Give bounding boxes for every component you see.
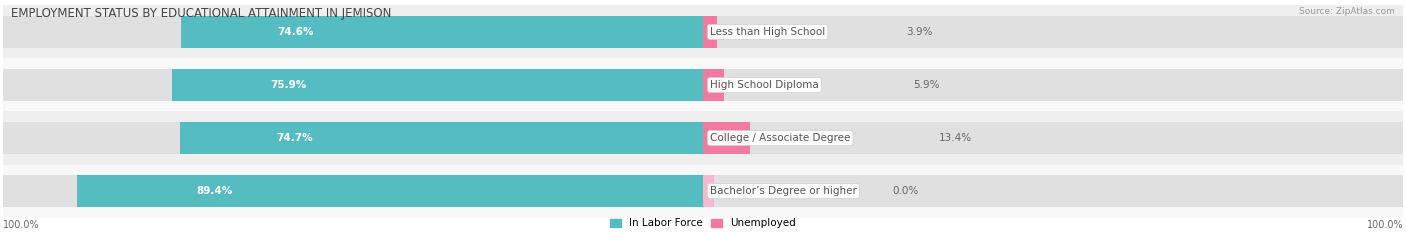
- Bar: [3, 16, 1403, 48]
- Text: College / Associate Degree: College / Associate Degree: [710, 133, 851, 143]
- Bar: [180, 16, 703, 48]
- Bar: [77, 175, 703, 208]
- Bar: [703, 16, 717, 48]
- Text: 74.7%: 74.7%: [277, 133, 314, 143]
- Legend: In Labor Force, Unemployed: In Labor Force, Unemployed: [606, 214, 800, 232]
- Text: 74.6%: 74.6%: [277, 27, 314, 37]
- Bar: [3, 122, 1403, 154]
- Text: Source: ZipAtlas.com: Source: ZipAtlas.com: [1299, 7, 1395, 16]
- Bar: [703, 175, 714, 208]
- Bar: [703, 69, 724, 101]
- Bar: [3, 112, 1403, 164]
- Text: 0.0%: 0.0%: [891, 186, 918, 196]
- Text: High School Diploma: High School Diploma: [710, 80, 818, 90]
- Text: 75.9%: 75.9%: [270, 80, 307, 90]
- Bar: [3, 5, 1403, 58]
- Text: 89.4%: 89.4%: [197, 186, 233, 196]
- Text: 3.9%: 3.9%: [905, 27, 932, 37]
- Text: 100.0%: 100.0%: [3, 220, 39, 230]
- Bar: [3, 58, 1403, 112]
- Bar: [3, 175, 1403, 208]
- Bar: [172, 69, 703, 101]
- Text: EMPLOYMENT STATUS BY EDUCATIONAL ATTAINMENT IN JEMISON: EMPLOYMENT STATUS BY EDUCATIONAL ATTAINM…: [11, 7, 392, 20]
- Bar: [180, 122, 703, 154]
- Bar: [703, 122, 749, 154]
- Text: Less than High School: Less than High School: [710, 27, 825, 37]
- Bar: [3, 69, 1403, 101]
- Text: 100.0%: 100.0%: [1367, 220, 1403, 230]
- Bar: [3, 164, 1403, 218]
- Text: Bachelor’s Degree or higher: Bachelor’s Degree or higher: [710, 186, 856, 196]
- Text: 13.4%: 13.4%: [939, 133, 972, 143]
- Text: 5.9%: 5.9%: [912, 80, 939, 90]
